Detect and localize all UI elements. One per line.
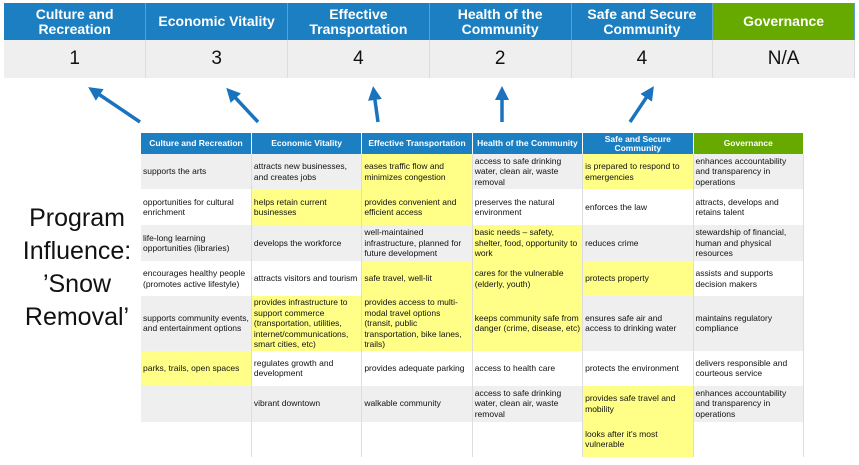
table-row: life-long learning opportunities (librar… (141, 225, 805, 261)
table-cell: keeps community safe from danger (crime,… (472, 296, 584, 351)
table-cell: walkable community (361, 385, 473, 422)
summary-value: N/A (712, 40, 855, 78)
summary-header: Culture and Recreation (4, 3, 147, 40)
values-table: Culture and Recreation Economic Vitality E… (141, 133, 805, 457)
table-cell: stewardship of financial, human and phys… (693, 225, 805, 261)
table-cell: enforces the law (582, 189, 694, 225)
table-cell: enhances accountability and transparency… (693, 385, 805, 422)
arrow-icon (88, 87, 141, 124)
column-header: Health of the Community (472, 133, 584, 154)
summary-value: 4 (287, 40, 430, 78)
label-line: ’Snow (42, 270, 112, 298)
table-cell: protects property (582, 261, 694, 296)
table-cell: protects the environment (582, 350, 694, 386)
table-cell: helps retain current businesses (251, 189, 363, 225)
table-cell: opportunities for cultural enrichment (141, 189, 252, 225)
table-cell: well-maintained infrastructure, planned … (361, 225, 473, 261)
label-line: Program (29, 204, 125, 232)
table-cell: preserves the natural environment (472, 189, 584, 225)
column-header: Economic Vitality (251, 133, 363, 154)
table-cell: provides infrastructure to support comme… (251, 296, 363, 351)
summary-header: Governance (712, 3, 855, 40)
column-header: Culture and Recreation (141, 133, 252, 154)
program-influence-label: Program Influence: ’Snow Removal’ (2, 202, 152, 334)
table-cell: safe travel, well-lit (361, 261, 473, 296)
table-cell (251, 421, 363, 457)
table-cell: attracts visitors and tourism (251, 261, 363, 296)
label-line: Influence: (22, 237, 132, 265)
table-cell: looks after it's most vulnerable (582, 421, 694, 457)
table-cell: provides safe travel and mobility (582, 385, 694, 422)
table-row: looks after it's most vulnerable (141, 421, 805, 457)
table-cell: encourages healthy people (promotes acti… (141, 261, 252, 296)
table-cell: delivers responsible and courteous servi… (693, 350, 805, 386)
label-line: Removal’ (24, 303, 130, 331)
table-row: supports community events, and entertain… (141, 296, 805, 351)
table-cell: eases traffic flow and minimizes congest… (361, 154, 473, 189)
summary-value: 3 (145, 40, 288, 78)
summary-header: Safe and Secure Community (571, 3, 714, 40)
table-cell: is prepared to respond to emergencies (582, 154, 694, 189)
table-cell: access to health care (472, 350, 584, 386)
arrow-icon (368, 86, 382, 123)
table-cell: enhances accountability and transparency… (693, 154, 805, 189)
column-header: Effective Transportation (361, 133, 473, 154)
table-cell: maintains regulatory compliance (693, 296, 805, 351)
table-cell: supports community events, and entertain… (141, 296, 252, 351)
summary-value: 2 (429, 40, 572, 78)
table-cell (141, 385, 252, 422)
summary-value: 4 (571, 40, 714, 78)
table-cell (361, 421, 473, 457)
table-cell: attracts new businesses, and creates job… (251, 154, 363, 189)
table-cell: vibrant downtown (251, 385, 363, 422)
table-cell: assists and supports decision makers (693, 261, 805, 296)
column-header: Governance (693, 133, 805, 154)
table-cell: life-long learning opportunities (librar… (141, 225, 252, 261)
table-cell: provides convenient and efficient access (361, 189, 473, 225)
table-cell: ensures safe air and access to drinking … (582, 296, 694, 351)
summary-header: Effective Transportation (287, 3, 430, 40)
summary-header: Economic Vitality (145, 3, 288, 40)
table-cell: cares for the vulnerable (elderly, youth… (472, 261, 584, 296)
table-cell: parks, trails, open spaces (141, 350, 252, 386)
table-cell: basic needs – safety, shelter, food, opp… (472, 225, 584, 261)
table-cell: supports the arts (141, 154, 252, 189)
arrow-icon (628, 86, 654, 123)
summary-header: Health of the Community (429, 3, 572, 40)
table-row: opportunities for cultural enrichment hel… (141, 189, 805, 225)
table-cell (141, 421, 252, 457)
table-cell: develops the workforce (251, 225, 363, 261)
table-cell: regulates growth and development (251, 350, 363, 386)
table-cell: access to safe drinking water, clean air… (472, 154, 584, 189)
summary-value: 1 (4, 40, 147, 78)
table-row: supports the arts attracts new businesses… (141, 154, 805, 189)
table-row: encourages healthy people (promotes acti… (141, 261, 805, 296)
table-cell (693, 421, 805, 457)
arrow-icon (226, 87, 260, 124)
table-cell: provides adequate parking (361, 350, 473, 386)
table-cell (472, 421, 584, 457)
table-cell: attracts, develops and retains talent (693, 189, 805, 225)
table-row: vibrant downtown walkable community access… (141, 385, 805, 422)
table-row: parks, trails, open spaces regulates grow… (141, 350, 805, 386)
summary-table: Culture and Recreation Economic Vitality E… (4, 3, 855, 78)
table-cell: provides access to multi-modal travel op… (361, 296, 473, 351)
table-cell: reduces crime (582, 225, 694, 261)
table-cell: access to safe drinking water, clean air… (472, 385, 584, 422)
column-header: Safe and Secure Community (582, 133, 694, 154)
